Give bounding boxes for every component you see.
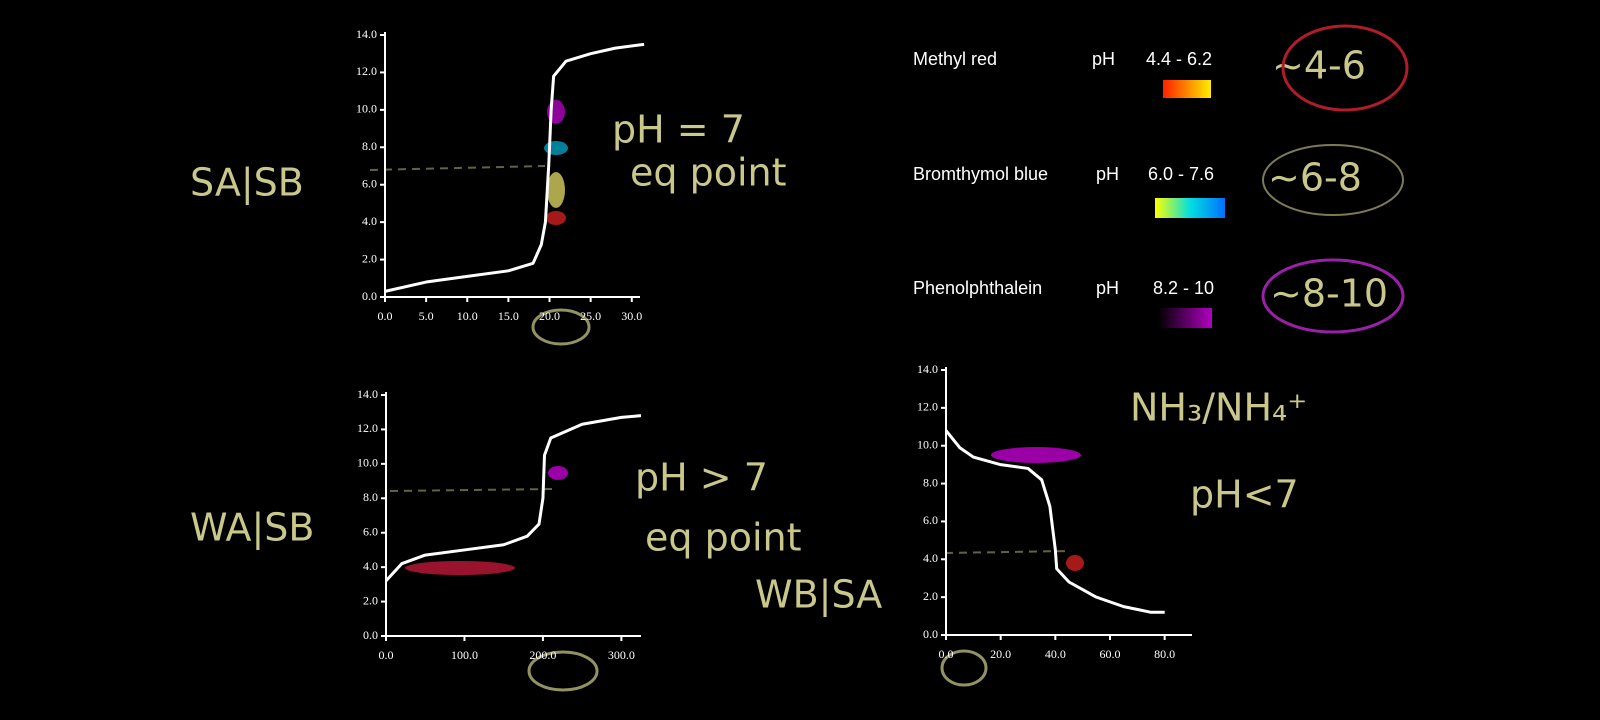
y-tick-label: 12.0 [917,400,938,414]
titration-curve [944,429,1165,614]
y-tick-label: 0.0 [363,628,378,642]
annotation: eq point [645,516,802,560]
indicator-unit: pH [1092,49,1115,69]
x-tick-label: 20.0 [539,309,560,323]
x-tick-label: 60.0 [1100,647,1121,661]
y-tick-label: 12.0 [356,64,377,78]
indicator-note: ~6-8 [1268,156,1362,200]
chart-title: WA|SB [190,506,314,551]
annotation: pH<7 [1190,473,1299,517]
y-tick-label: 6.0 [923,513,938,527]
y-tick-label: 14.0 [357,387,378,401]
x-tick-label: 80.0 [1154,647,1175,661]
indicator-unit: pH [1096,164,1119,184]
y-tick-label: 14.0 [917,362,938,376]
color-swatch [1163,80,1211,98]
y-tick-label: 6.0 [362,176,377,190]
titration-curve [384,42,645,293]
note-circle [1281,24,1409,112]
dashed-guide [369,165,546,171]
x-tick-label: 100.0 [451,648,478,662]
chart-title: WB|SA [755,573,882,618]
y-tick-label: 0.0 [923,627,938,641]
y-tick-label: 8.0 [923,475,938,489]
x-tick-label: 200.0 [529,648,556,662]
dashed-guide [944,550,1071,554]
x-tick-label: 300.0 [608,648,635,662]
x-tick-label: 0.0 [939,647,954,661]
y-tick-label: 4.0 [923,551,938,565]
y-tick-label: 4.0 [363,559,378,573]
y-tick-label: 10.0 [356,102,377,116]
color-swatch [1155,198,1225,218]
y-tick-label: 12.0 [357,421,378,435]
blob [544,141,568,155]
indicator-name: Bromthymol blue [913,164,1048,184]
y-tick-label: 2.0 [363,593,378,607]
circle [940,649,988,687]
x-tick-label: 40.0 [1045,647,1066,661]
note-circle [1261,258,1405,334]
y-tick-label: 0.0 [362,289,377,303]
annotation: pH > 7 [635,456,768,500]
y-tick-label: 10.0 [917,437,938,451]
x-tick-label: 5.0 [419,309,434,323]
indicator-range: 8.2 - 10 [1153,278,1214,298]
circle [531,308,591,346]
indicator-note: ~8-10 [1270,272,1388,316]
y-tick-label: 4.0 [362,214,377,228]
indicator-table: Methyl red pH 4.4 - 6.2 ~4-6 Bromthymol … [913,24,1409,334]
annotation: eq point [630,151,787,195]
indicator-name: Methyl red [913,49,997,69]
annotation: NH₃/NH₄⁺ [1130,386,1307,430]
blob [991,447,1081,463]
y-tick-label: 14.0 [356,27,377,41]
chart-title: SA|SB [190,161,304,206]
blob [547,172,565,208]
y-tick-label: 2.0 [362,251,377,265]
blob [548,466,568,480]
indicator-name: Phenolphthalein [913,278,1042,298]
blob [546,211,566,225]
annotation: pH = 7 [612,108,745,152]
titration-curve [384,414,642,582]
y-tick-label: 2.0 [923,589,938,603]
y-tick-label: 8.0 [362,139,377,153]
y-tick-label: 6.0 [363,524,378,538]
x-tick-label: 10.0 [457,309,478,323]
y-tick-label: 8.0 [363,490,378,504]
circle [527,650,599,692]
indicator-range: 4.4 - 6.2 [1146,49,1212,69]
x-tick-label: 0.0 [378,309,393,323]
blob [405,561,515,575]
y-tick-label: 10.0 [357,456,378,470]
x-tick-label: 30.0 [621,309,642,323]
indicator-range: 6.0 - 7.6 [1148,164,1214,184]
indicator-unit: pH [1096,278,1119,298]
x-tick-label: 20.0 [990,647,1011,661]
x-tick-label: 25.0 [580,309,601,323]
color-swatch [1158,308,1212,328]
note-circle [1262,144,1404,216]
x-tick-label: 0.0 [379,648,394,662]
blob [1066,555,1084,571]
x-tick-label: 15.0 [498,309,519,323]
